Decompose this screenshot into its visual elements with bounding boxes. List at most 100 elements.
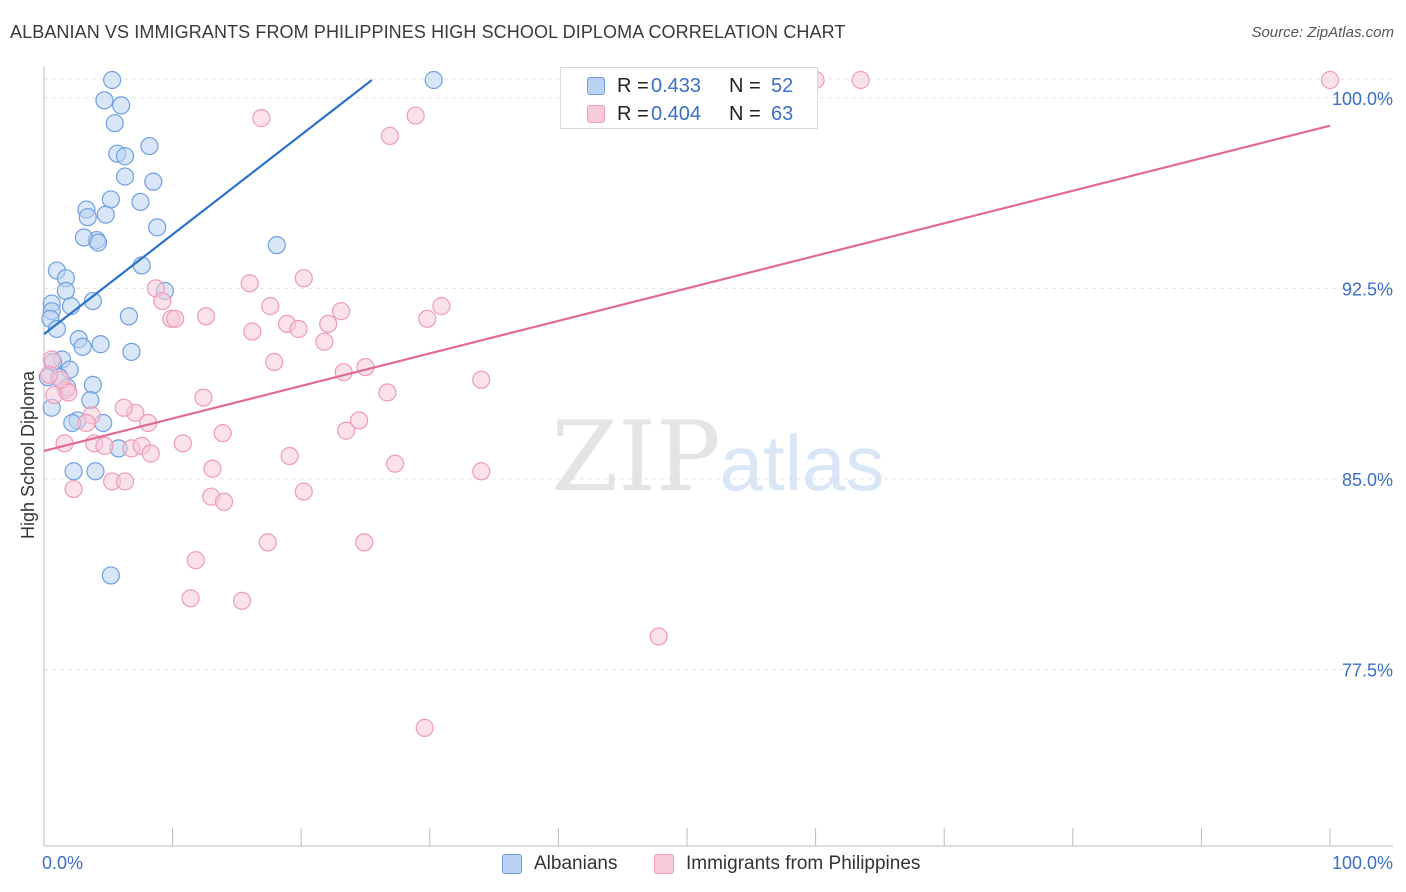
bottom-swatch-philippines <box>654 854 674 874</box>
point-philippines-18 <box>319 314 338 334</box>
point-albanians-27 <box>83 291 102 311</box>
point-albanians-35 <box>73 337 92 356</box>
trend-layer <box>43 79 1331 453</box>
point-philippines-50 <box>385 454 405 473</box>
point-albanians-50 <box>86 462 105 481</box>
point-albanians-2 <box>95 91 114 110</box>
bottom-legend: Albanians Immigrants from Philippines <box>0 852 1406 878</box>
point-albanians-41 <box>83 375 102 394</box>
chart-title: ALBANIAN VS IMMIGRANTS FROM PHILIPPINES … <box>10 22 846 42</box>
point-philippines-54 <box>115 472 135 491</box>
y-tick-label-3: 77.5% <box>1342 660 1393 680</box>
point-albanians-7 <box>115 147 135 166</box>
point-albanians-15 <box>148 218 167 237</box>
point-albanians-4 <box>105 114 124 133</box>
point-philippines-52 <box>203 459 222 478</box>
point-philippines-19 <box>243 322 262 341</box>
watermark-atlas: atlas <box>720 419 885 507</box>
point-philippines-4 <box>406 106 425 125</box>
bottom-legend-label-albanians: Albanians <box>534 853 618 874</box>
point-albanians-3 <box>112 96 131 115</box>
point-philippines-60 <box>355 533 374 552</box>
point-philippines-10 <box>261 297 280 316</box>
legend-row-philippines: R = 0.404 N = 63 <box>561 100 793 128</box>
point-philippines-31 <box>40 365 59 384</box>
point-albanians-9 <box>115 167 135 186</box>
point-philippines-40 <box>213 424 232 443</box>
legend-n-label: N = <box>729 102 761 125</box>
y-tick-label-1: 92.5% <box>1342 279 1393 299</box>
trendline-philippines <box>43 124 1331 453</box>
legend-r-label: R = <box>617 102 649 125</box>
axis-layer <box>43 66 1393 847</box>
point-philippines-55 <box>64 479 83 499</box>
point-albanians-51 <box>101 566 120 585</box>
trendline-albanians <box>43 79 373 335</box>
point-philippines-32 <box>194 388 213 407</box>
point-philippines-44 <box>95 436 114 455</box>
point-philippines-47 <box>141 444 160 463</box>
point-philippines-14 <box>196 307 216 326</box>
legend-row-albanians: R = 0.433 N = 52 <box>561 72 793 100</box>
point-philippines-62 <box>181 589 200 608</box>
legend-r-value: 0.433 <box>651 74 702 97</box>
point-philippines-12 <box>331 302 351 321</box>
point-philippines-20 <box>289 319 308 339</box>
y-tick-label-0: 100.0% <box>1332 89 1393 109</box>
point-philippines-2 <box>1320 70 1340 90</box>
points-layer <box>38 70 1340 737</box>
point-philippines-11 <box>432 297 451 316</box>
point-albanians-33 <box>91 335 110 354</box>
point-philippines-16 <box>418 309 437 328</box>
point-philippines-51 <box>472 462 491 481</box>
label-layer: 100.0% 92.5% 85.0% 77.5% 0.0% 100.0% High Scho… <box>18 89 1393 873</box>
x-tick-label-0: 0.0% <box>42 853 83 873</box>
point-philippines-48 <box>173 434 192 453</box>
point-albanians-14 <box>78 208 97 227</box>
y-tick-label-2: 85.0% <box>1342 470 1393 490</box>
grid-layer <box>44 78 1394 670</box>
stats-legend: R = 0.433 N = 52 R = 0.404 N = 63 <box>560 67 818 129</box>
point-philippines-63 <box>232 591 252 610</box>
point-philippines-61 <box>186 551 205 570</box>
point-albanians-23 <box>56 281 75 300</box>
point-albanians-5 <box>140 136 159 156</box>
point-albanians-1 <box>424 70 443 90</box>
point-albanians-31 <box>47 319 66 339</box>
y-axis-label: High School Diploma <box>18 370 38 539</box>
point-philippines-3 <box>252 109 271 128</box>
chart-source: Source: ZipAtlas.com <box>1251 24 1394 41</box>
point-philippines-49 <box>280 446 299 466</box>
legend-swatch-philippines <box>587 105 605 123</box>
point-philippines-1 <box>851 70 870 90</box>
point-albanians-49 <box>64 462 83 481</box>
legend-r-label: R = <box>617 74 649 97</box>
point-philippines-59 <box>258 533 277 552</box>
bottom-legend-albanians[interactable]: Albanians <box>502 853 617 875</box>
point-albanians-10 <box>101 190 120 209</box>
point-philippines-39 <box>77 413 96 433</box>
legend-n-value: 63 <box>771 102 794 125</box>
point-albanians-13 <box>96 205 115 224</box>
point-albanians-8 <box>144 172 163 191</box>
point-philippines-41 <box>337 421 356 440</box>
point-philippines-25 <box>472 370 491 389</box>
point-philippines-5 <box>380 126 400 145</box>
point-philippines-56 <box>294 482 313 501</box>
point-albanians-0 <box>103 70 122 90</box>
legend-swatch-albanians <box>587 77 605 95</box>
point-philippines-7 <box>240 274 259 293</box>
point-albanians-29 <box>119 307 138 326</box>
point-albanians-19 <box>267 236 286 255</box>
point-albanians-11 <box>131 192 150 212</box>
point-philippines-64 <box>649 627 668 646</box>
x-tick-label-1: 100.0% <box>1332 853 1393 873</box>
watermark-zip: ZIP <box>551 401 720 513</box>
bottom-legend-philippines[interactable]: Immigrants from Philippines <box>654 853 920 875</box>
bottom-swatch-albanians <box>502 854 522 874</box>
point-philippines-15 <box>166 309 185 328</box>
legend-r-value: 0.404 <box>651 102 702 125</box>
point-philippines-9 <box>153 291 172 311</box>
